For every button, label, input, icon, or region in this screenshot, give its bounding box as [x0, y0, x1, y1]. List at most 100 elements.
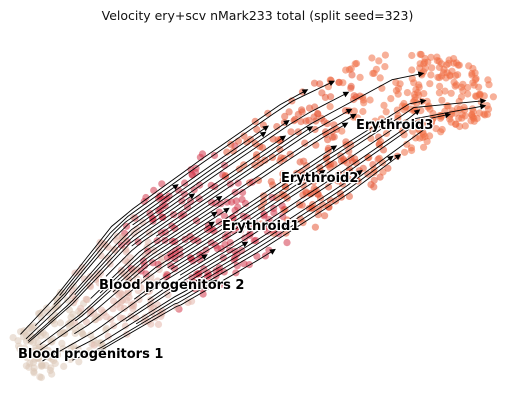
streamline-arrowhead	[417, 71, 425, 78]
cell-point	[150, 186, 158, 194]
cell-point	[95, 279, 103, 287]
cell-point	[419, 130, 428, 138]
velocity-streamlines	[20, 71, 487, 362]
cell-point	[96, 238, 104, 247]
streamline-arrowhead	[479, 103, 487, 110]
cell-point	[161, 236, 169, 244]
cell-point	[447, 89, 455, 97]
cell-point	[86, 273, 94, 281]
velocity-streamline	[105, 128, 309, 277]
cell-point	[366, 96, 374, 104]
streamline-arrowhead	[259, 131, 267, 138]
cell-point	[356, 73, 364, 81]
cell-point	[71, 295, 79, 303]
cell-point	[67, 313, 75, 321]
cell-point	[396, 80, 404, 88]
cluster-label-blood-progenitors-2: Blood progenitors 2	[99, 278, 244, 293]
velocity-streamline	[75, 214, 214, 322]
cluster-label-erythroid1: Erythroid1	[222, 219, 299, 234]
cell-point	[311, 223, 319, 231]
velocity-streamline	[72, 282, 213, 361]
cell-point	[345, 165, 354, 173]
cell-point	[470, 117, 478, 125]
cell-point	[335, 78, 343, 86]
cell-point	[121, 322, 129, 330]
streamline-arrowhead	[241, 241, 249, 248]
cell-point	[130, 229, 138, 238]
cell-point	[223, 148, 231, 156]
streamline-arrowhead	[480, 98, 487, 105]
velocity-streamline	[75, 244, 244, 349]
cell-point	[459, 87, 467, 95]
cell-point	[221, 241, 229, 249]
cell-point	[359, 107, 367, 116]
cell-point	[97, 252, 105, 260]
streamline-arrowhead	[188, 193, 196, 200]
cell-point	[352, 59, 361, 68]
cell-point	[263, 227, 271, 235]
cell-point	[174, 186, 182, 194]
cell-point	[213, 245, 221, 253]
cell-point	[35, 310, 43, 318]
cell-point	[158, 180, 166, 188]
velocity-streamline	[170, 172, 321, 270]
cell-point	[387, 95, 395, 103]
cell-point	[435, 89, 443, 97]
cell-point	[301, 139, 309, 147]
cell-point	[113, 300, 121, 308]
cell-point	[341, 107, 350, 115]
cluster-label-erythroid3: Erythroid3	[356, 118, 433, 133]
velocity-streamline	[132, 134, 262, 226]
cell-point	[178, 197, 186, 205]
cell-point	[382, 108, 390, 116]
cell-point	[439, 69, 448, 77]
velocity-streamline	[59, 82, 331, 296]
cell-point	[408, 66, 416, 74]
streamline-arrowhead	[208, 221, 215, 228]
cell-point	[281, 112, 289, 120]
cell-point	[195, 270, 203, 278]
cell-point	[381, 51, 389, 59]
cell-point	[417, 107, 425, 115]
cell-point	[475, 90, 483, 98]
streamline-arrowhead	[262, 125, 269, 132]
cell-point	[187, 254, 195, 263]
cell-point	[82, 295, 90, 303]
cell-point	[258, 144, 267, 152]
cell-point	[409, 127, 417, 135]
cell-point	[370, 69, 378, 77]
cell-point	[42, 331, 50, 339]
streamline-arrowhead	[306, 126, 314, 132]
cell-point	[142, 270, 150, 278]
cell-point	[260, 192, 268, 200]
streamline-arrowhead	[210, 211, 218, 218]
cell-point	[233, 262, 241, 270]
cell-point	[245, 222, 253, 230]
velocity-streamline	[135, 157, 397, 325]
cell-point	[327, 93, 335, 101]
cell-point	[102, 326, 110, 334]
streamline-arrowhead	[330, 145, 338, 152]
cell-point	[120, 236, 128, 244]
velocity-streamline	[90, 198, 218, 299]
velocity-streamline	[156, 111, 348, 237]
velocity-streamline	[42, 256, 204, 362]
streamline-arrowhead	[269, 248, 276, 255]
cell-point	[199, 290, 207, 298]
cell-point	[298, 106, 306, 114]
streamline-arrowhead	[413, 109, 421, 116]
cell-point	[305, 116, 313, 124]
cell-point	[163, 254, 172, 262]
cell-point	[316, 80, 324, 88]
cell-point	[234, 137, 242, 145]
cell-point	[238, 195, 246, 204]
cell-point	[325, 183, 333, 191]
cell-point	[51, 320, 59, 328]
velocity-streamline	[99, 158, 390, 344]
cell-point	[239, 188, 247, 197]
cell-point	[458, 111, 466, 119]
chart-title: Velocity ery+scv nMark233 total (split s…	[101, 8, 414, 23]
cell-point	[283, 239, 291, 247]
cell-point	[401, 148, 409, 156]
